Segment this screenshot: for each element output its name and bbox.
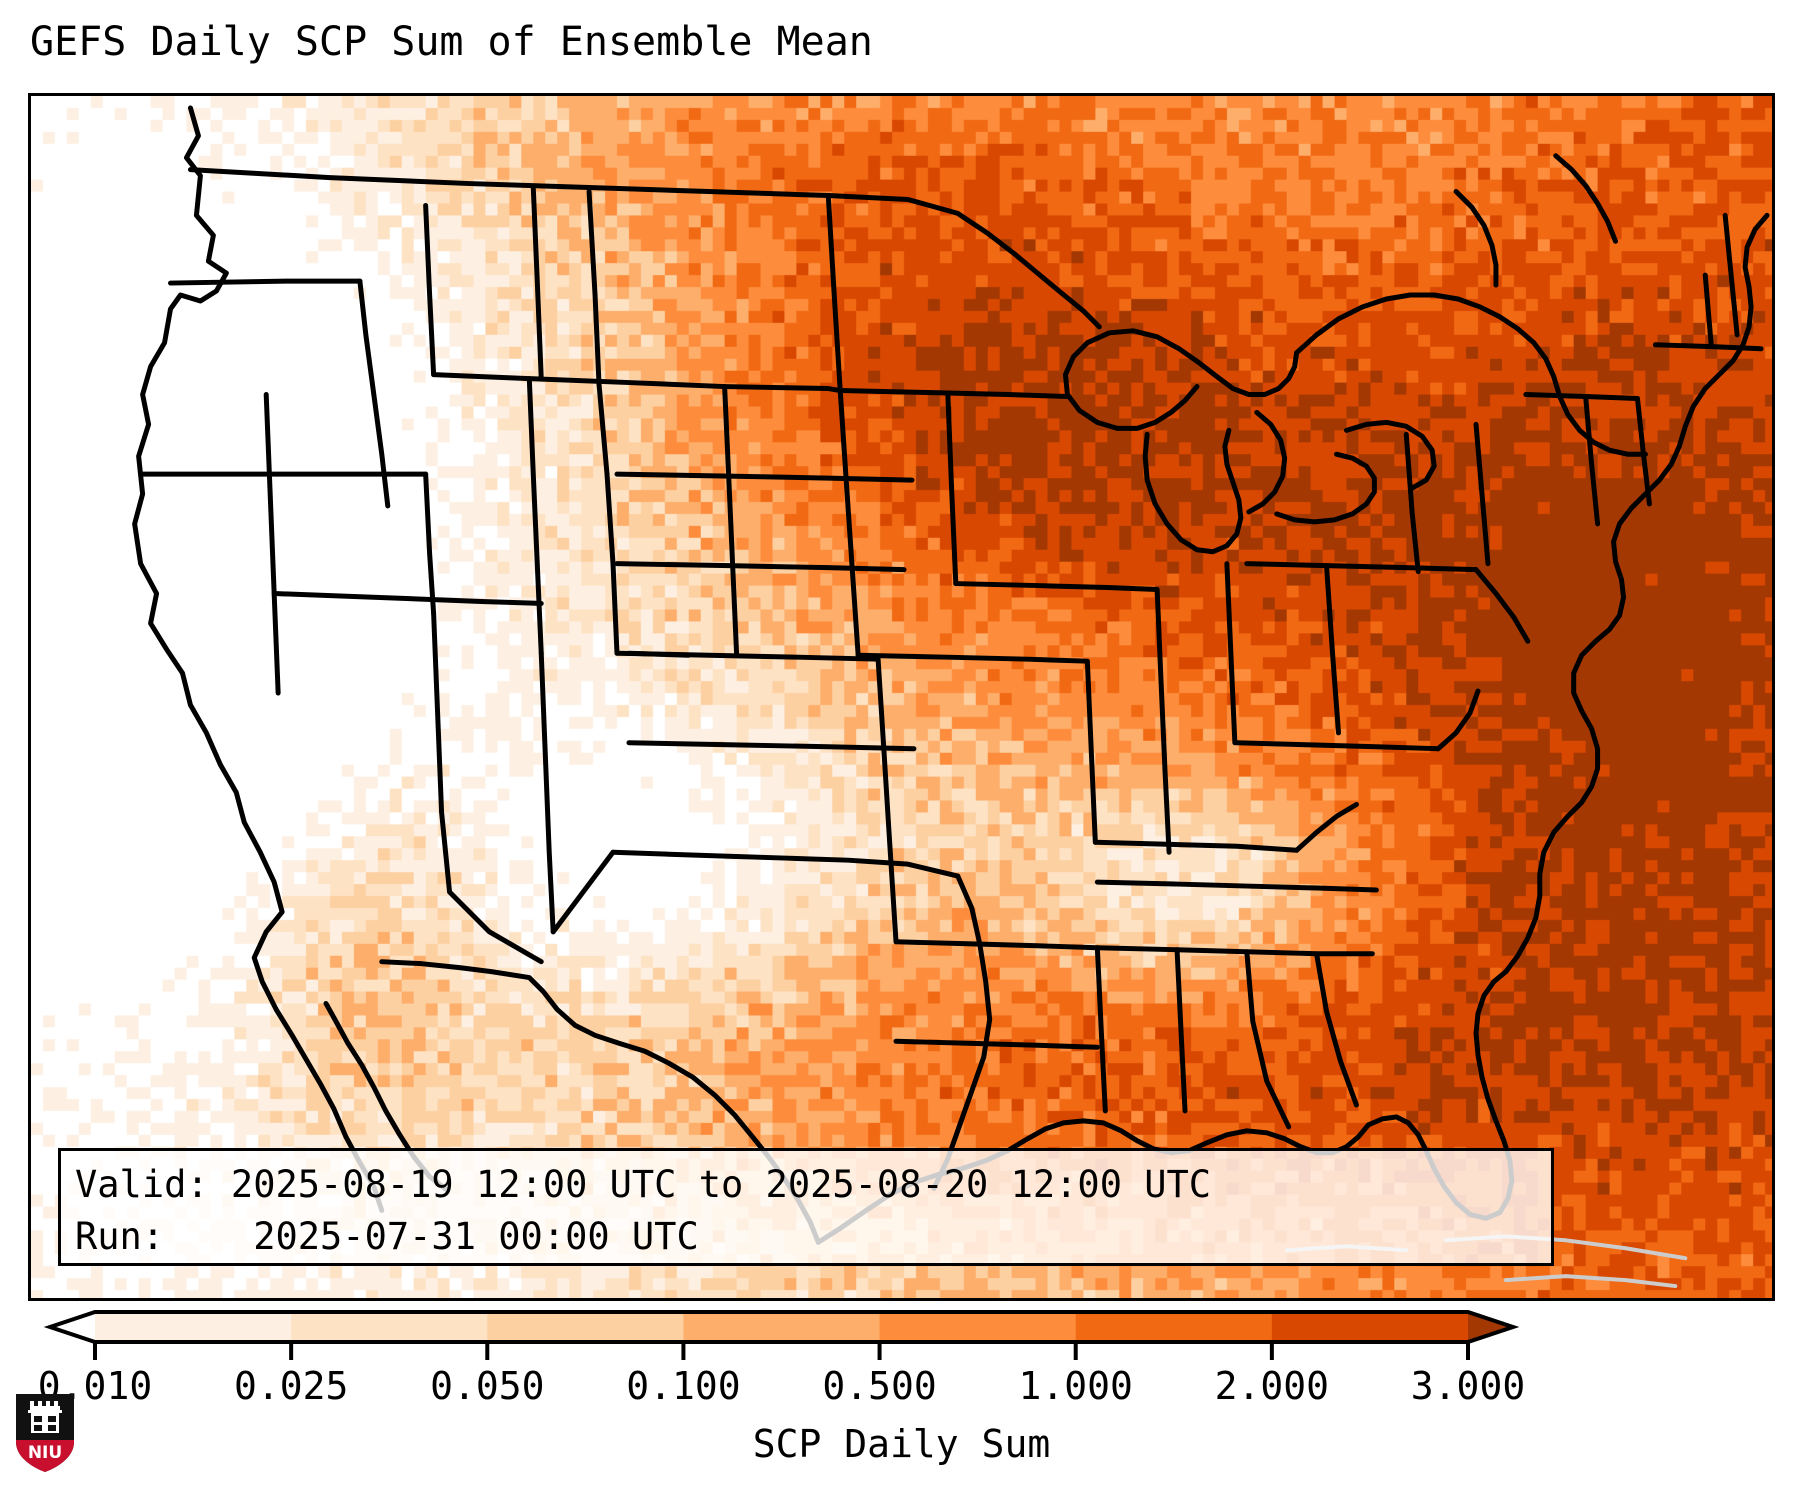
colorbar-tick-label: 0.500 (822, 1364, 937, 1408)
colorbar-swatches (43, 1310, 1520, 1360)
valid-run-annotation-box: Valid: 2025-08-19 12:00 UTC to 2025-08-2… (58, 1148, 1554, 1266)
colorbar-tick-label: 0.025 (233, 1364, 349, 1408)
colorbar-tick-label: 0.100 (626, 1364, 741, 1408)
niu-logo: NIU (16, 1394, 74, 1472)
run-time-text: Run: 2025-07-31 00:00 UTC (75, 1215, 699, 1258)
niu-logo-text: NIU (28, 1443, 62, 1463)
colorbar-axis-label: SCP Daily Sum (752, 1422, 1051, 1466)
map-plot-area (28, 93, 1775, 1301)
colorbar-tick-label: 1.000 (1018, 1364, 1133, 1408)
colorbar-tick-label: 3.000 (1410, 1364, 1526, 1408)
colorbar-tick-label: 2.000 (1214, 1364, 1330, 1408)
colorbar-tick-label: 0.050 (430, 1364, 545, 1408)
colorbar: 0.010 0.025 0.050 0.100 0.500 1.000 2.000 3.000… (0, 1302, 1803, 1500)
scp-heatmap-grid (31, 96, 1772, 1298)
page-title: GEFS Daily SCP Sum of Ensemble Mean (30, 19, 873, 65)
valid-time-text: Valid: 2025-08-19 12:00 UTC to 2025-08-2… (75, 1163, 1212, 1206)
